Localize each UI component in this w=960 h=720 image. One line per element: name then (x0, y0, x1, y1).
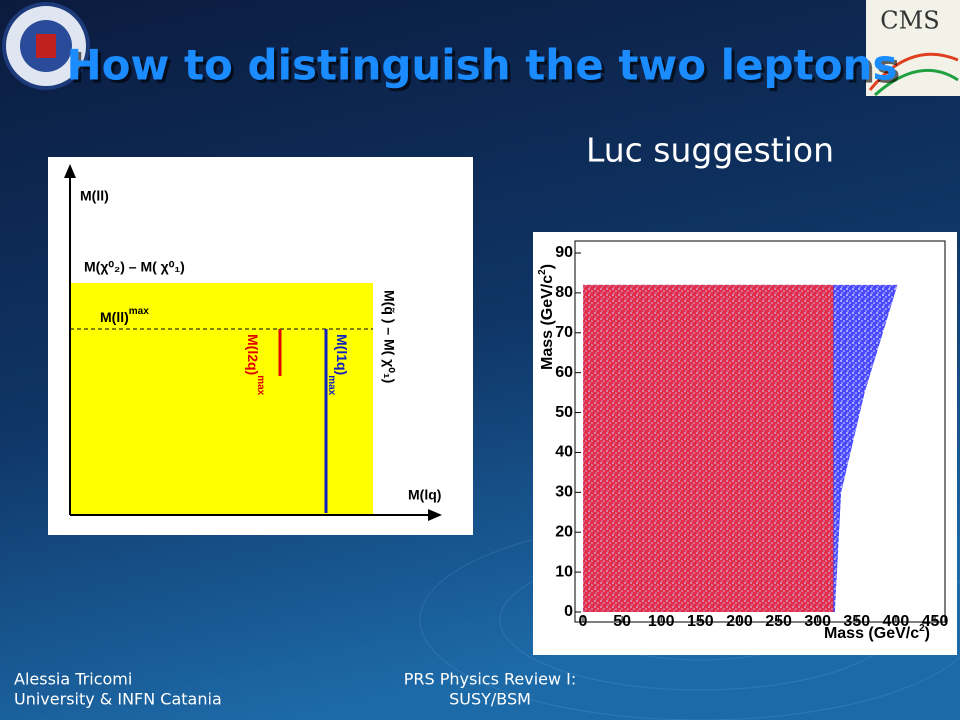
y-tick-label: 10 (555, 563, 573, 580)
axis-label: Mass (GeV/c (824, 625, 919, 642)
plot-frame (574, 240, 946, 623)
axis-label: ) (539, 264, 556, 269)
label: M(l1q)max (326, 334, 350, 396)
event: PRS Physics Review I: (404, 670, 577, 689)
x-tick-label: 450 (922, 613, 949, 630)
label: M(ll) (80, 188, 109, 204)
y-tick-label: 90 (555, 244, 573, 261)
cms-logo: CMS (866, 0, 960, 97)
x-tick-label: 100 (648, 613, 675, 630)
axis-label-sup: 2 (537, 269, 548, 275)
subtitle: Luc suggestion (586, 131, 834, 170)
label: M(ll) (100, 309, 129, 325)
y-tick-label: 60 (555, 364, 573, 381)
label-sup: max (129, 306, 149, 317)
x-tick-label: 350 (843, 613, 870, 630)
axis-label-sup: 2 (919, 623, 925, 634)
x-tick-label: 200 (726, 613, 753, 630)
label: M(l2q)max (245, 334, 266, 396)
university-logo (2, 2, 90, 90)
label: M(ll)max (100, 306, 149, 325)
x-tick-label: 150 (687, 613, 714, 630)
chart: 0 10 20 30 40 50 60 70 80 90 0 50 100 150 200 250 300 350… (537, 240, 949, 643)
label: M(lq) (408, 487, 441, 503)
y-tick-label: 70 (555, 324, 573, 341)
title-shadow: How to distinguish the two leptons (70, 44, 901, 93)
footer: Alessia Tricomi University & INFN Catani… (14, 670, 576, 709)
affiliation: University & INFN Catania (14, 690, 222, 709)
x-tick-label: 400 (883, 613, 910, 630)
axis-label: ) (925, 625, 930, 642)
point-cloud (583, 284, 834, 612)
author: Alessia Tricomi (14, 670, 132, 689)
x-tick-label: 50 (613, 613, 631, 630)
axis-label: Mass (GeV/c2) (537, 264, 557, 370)
y-tick-label: 20 (555, 523, 573, 540)
title: How to distinguish the two leptons (67, 41, 898, 90)
logo-text: CMS (880, 7, 939, 35)
y-tick-label: 40 (555, 444, 573, 461)
x-tick-label: 250 (765, 613, 792, 630)
label: M(l2q) (245, 334, 261, 375)
diagram: M(ll) M(χ⁰₂) – M( χ⁰₁) M(ll)max M(l2q)ma… (48, 157, 473, 535)
y-tick-label: 50 (555, 404, 573, 421)
x-tick-label: 0 (579, 613, 588, 630)
axis-label: Mass (GeV/c (539, 275, 556, 370)
topic: SUSY/BSM (449, 690, 531, 709)
label-sup: max (326, 375, 337, 395)
label: M(q̃ ) – M( χ⁰₁) (381, 290, 397, 383)
label: M(l1q) (334, 334, 350, 375)
y-tick-label: 0 (564, 603, 573, 620)
x-tick-label: 300 (804, 613, 831, 630)
y-tick-label: 80 (555, 284, 573, 301)
axis-label: Mass (GeV/c2) (824, 623, 930, 643)
label: M(χ⁰₂) – M( χ⁰₁) (84, 259, 185, 275)
y-tick-label: 30 (555, 484, 573, 501)
label-sup: max (255, 375, 266, 395)
